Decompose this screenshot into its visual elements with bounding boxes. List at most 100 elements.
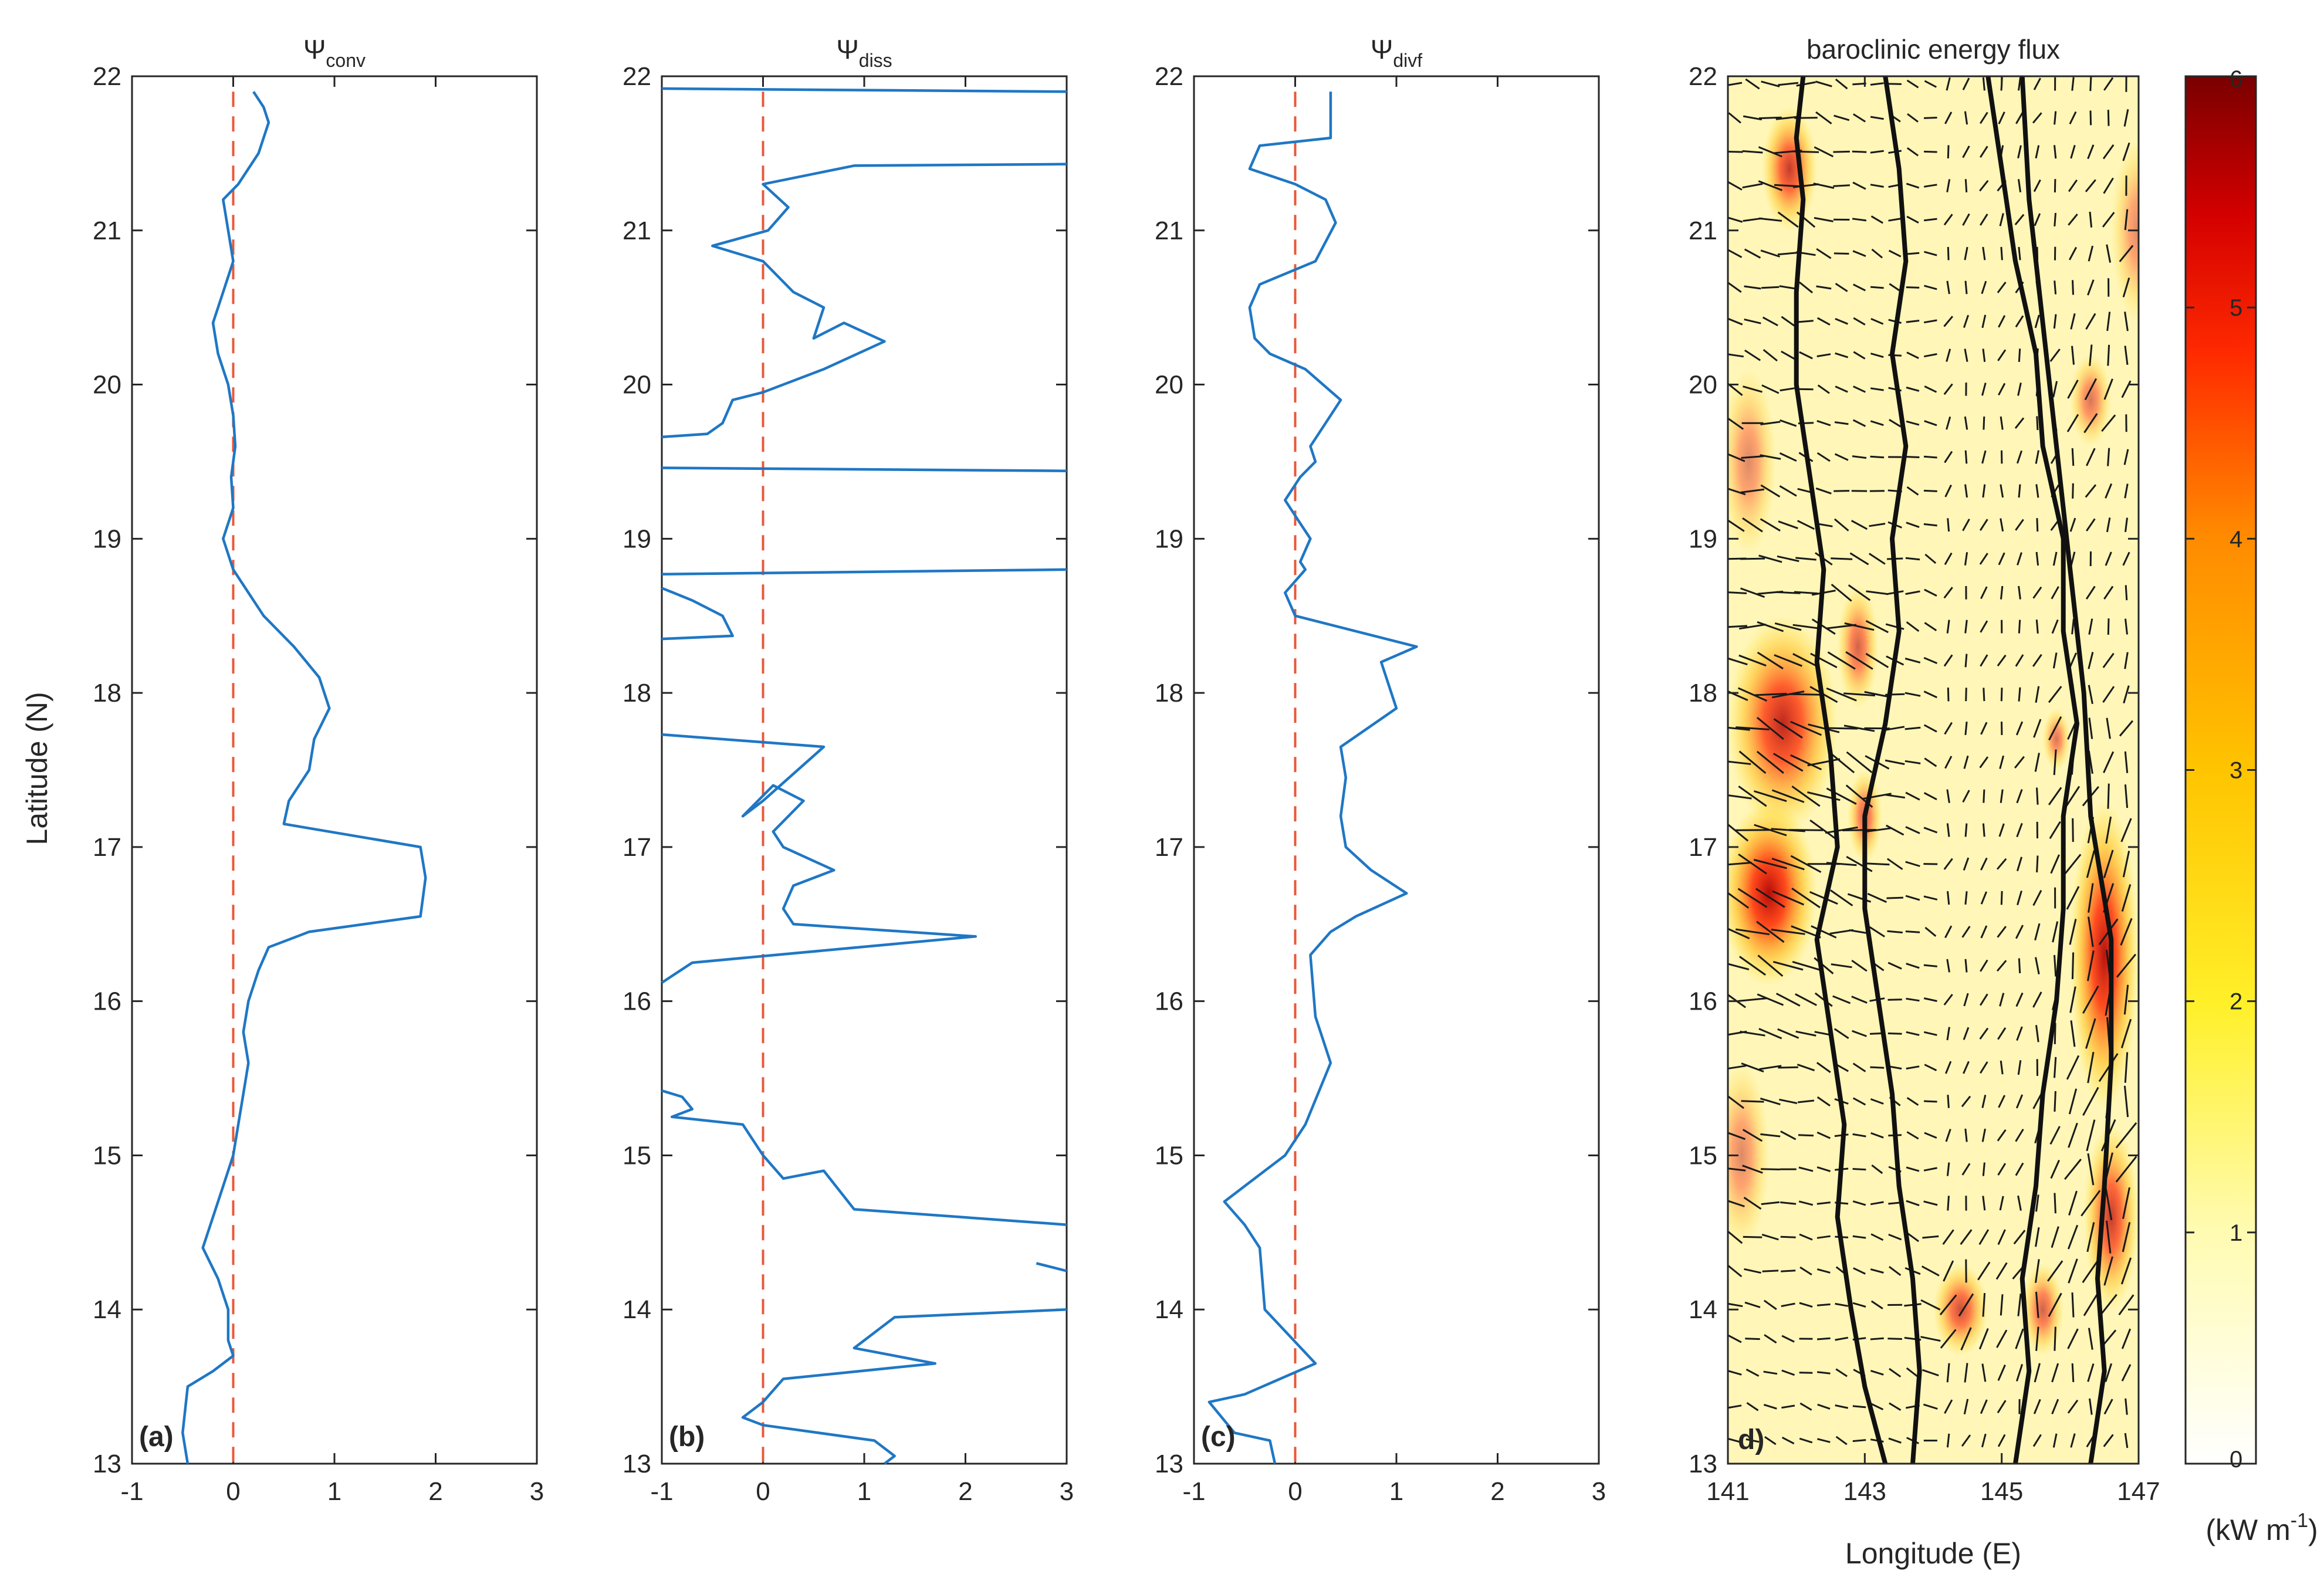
panel-d-flux-arrow bbox=[2018, 585, 2021, 600]
panel-d-flux-arrow bbox=[1980, 993, 1988, 1006]
panel-d-flux-arrow bbox=[2068, 214, 2078, 226]
panel-d-flux-arrow bbox=[1998, 552, 2005, 566]
panel-d-flux-arrow bbox=[1982, 77, 1985, 91]
colorbar-tick-label: 3 bbox=[2230, 758, 2242, 784]
panel-d-flux-arrow bbox=[1944, 1399, 1953, 1414]
panel-d-flux-arrow bbox=[2116, 953, 2137, 978]
panel-d-flux-arrow bbox=[2054, 1057, 2057, 1078]
panel-b-series-line bbox=[661, 587, 734, 641]
panel-d-flux-arrow bbox=[1962, 77, 1970, 90]
panel-d-flux-arrow bbox=[1760, 1097, 1781, 1106]
panel-d-flux-arrow bbox=[1980, 925, 1988, 939]
panel-d-flux-arrow bbox=[2123, 449, 2129, 465]
panel-b-ytick-label: 16 bbox=[623, 987, 651, 1016]
panel-d-flux-arrow bbox=[1852, 1097, 1866, 1106]
panel-d-flux-arrow bbox=[1789, 693, 1822, 696]
panel-d-flux-arrow bbox=[2049, 348, 2061, 363]
panel-d-flux-arrow bbox=[1816, 1096, 1831, 1107]
panel-d-flux-arrow bbox=[1728, 282, 1742, 293]
panel-d-flux-arrow bbox=[2054, 280, 2057, 294]
panel-d-flux-arrow bbox=[1904, 726, 1921, 730]
panel-d-flux-arrow bbox=[1946, 1363, 1950, 1383]
panel-d-flux-arrow bbox=[2124, 784, 2129, 808]
panel-d-flux-arrow bbox=[1964, 416, 1968, 430]
panel-a-xtick-label: 2 bbox=[428, 1477, 442, 1506]
panel-d-flux-arrow bbox=[1997, 349, 2007, 361]
panel-d-flux-arrow bbox=[2017, 179, 2022, 192]
panel-d-flux-arrow bbox=[2122, 551, 2130, 566]
panel-d-flux-arrow bbox=[2122, 142, 2130, 161]
panel-a-ytick-labels: 13 14 15 16 17 18 19 20 21 22 bbox=[93, 62, 121, 1478]
colorbar-tick-labels: 0 1 2 3 4 5 6 bbox=[2230, 66, 2242, 1472]
panel-b-ytick-labels: 13 14 15 16 17 18 19 20 21 22 bbox=[623, 62, 651, 1478]
panel-d-flux-arrow bbox=[1744, 349, 1761, 361]
panel-d-flux-arrow bbox=[1744, 285, 1761, 290]
panel-d-flux-arrow bbox=[1870, 387, 1884, 391]
panel-d-flux-arrow bbox=[1843, 725, 1875, 732]
panel-d-flux-arrow bbox=[1728, 963, 1750, 971]
panel-d-flux-arrow bbox=[2071, 1292, 2075, 1318]
panel-d-flux-arrow bbox=[1924, 553, 1937, 564]
panel-d-flux-arrow bbox=[1904, 658, 1921, 663]
panel-d-flux-arrow bbox=[1906, 1232, 1919, 1243]
panel-d-flux-arrow bbox=[2122, 1187, 2130, 1220]
panel-d-flux-arrow bbox=[1888, 1234, 1902, 1241]
panel-c-xtick-label: 0 bbox=[1288, 1477, 1302, 1506]
panel-d-flux-arrow bbox=[1907, 113, 1919, 123]
panel-d-flux-arrow bbox=[1816, 1201, 1831, 1205]
panel-d-flux-arrow bbox=[2102, 212, 2115, 228]
panel-d-flux-arrow bbox=[1852, 181, 1866, 190]
panel-d-flux-arrow bbox=[1774, 622, 1802, 631]
panel-d-flux-arrow bbox=[2068, 246, 2078, 260]
panel-d-flux-arrow bbox=[1980, 857, 1988, 871]
panel-d-flux-arrow bbox=[1816, 1337, 1831, 1340]
panel-d-flux-arrow bbox=[1764, 1436, 1777, 1445]
panel-d-flux-arrow bbox=[1728, 82, 1743, 86]
panel-d-flux-arrow bbox=[2086, 1222, 2095, 1252]
panel-d-flux-arrow bbox=[1996, 858, 2007, 870]
panel-d-flux-arrow bbox=[1885, 824, 1904, 836]
panel-d-flux-arrow bbox=[1981, 1095, 1987, 1108]
panel-d-flux-arrow bbox=[1744, 318, 1761, 324]
panel-d-flux-arrow bbox=[2124, 312, 2129, 331]
panel-d-flux-arrow bbox=[1871, 1164, 1883, 1174]
panel-d-flux-arrow bbox=[1924, 80, 1937, 88]
panel-d-flux-arrow bbox=[1922, 1369, 1939, 1377]
panel-d-flux-arrow bbox=[1740, 557, 1765, 560]
panel-d-flux-arrow bbox=[1963, 857, 1970, 871]
panel-d-flux-arrow bbox=[2018, 77, 2021, 91]
panel-d-flux-arrow bbox=[1997, 1365, 2006, 1381]
panel-d-flux-arrow bbox=[2052, 921, 2059, 943]
panel-d-hotspot bbox=[1728, 801, 1817, 986]
panel-d-flux-arrow bbox=[1799, 351, 1813, 360]
panel-d-flux-arrow bbox=[2121, 1364, 2132, 1382]
panel-d-flux-arrow bbox=[2035, 484, 2039, 498]
panel-d-ytick-label: 16 bbox=[1689, 987, 1717, 1016]
panel-d-flux-arrow bbox=[1870, 1268, 1884, 1274]
panel-b-xtick-labels: -1 0 1 2 3 bbox=[650, 1477, 1074, 1506]
panel-b-series-line bbox=[741, 1308, 1067, 1465]
panel-d-flux-arrow bbox=[1853, 351, 1866, 360]
panel-d-flux-arrow bbox=[2036, 416, 2039, 431]
panel-d-flux-arrow bbox=[1923, 827, 1938, 834]
panel-d-flux-arrow bbox=[1961, 1095, 1971, 1108]
panel-d-flux-arrow bbox=[2036, 787, 2039, 805]
panel-d-flux-arrow bbox=[2103, 751, 2115, 773]
panel-d-flux-arrow bbox=[2050, 854, 2060, 874]
panel-d-flux-arrow bbox=[2086, 950, 2095, 981]
panel-d-flux-arrow bbox=[2088, 652, 2094, 669]
panel-d-flux-arrow bbox=[2103, 378, 2113, 400]
panel-d-flux-arrow bbox=[2049, 1126, 2061, 1145]
panel-c-frame bbox=[1193, 75, 1600, 1465]
panel-d-flux-arrow bbox=[1924, 757, 1937, 767]
panel-d-flux-arrow bbox=[1779, 1098, 1798, 1105]
panel-d-flux-arrow bbox=[1753, 859, 1787, 869]
panel-d-xtick-labels: 141 143 145 147 bbox=[1706, 1477, 2160, 1506]
panel-d-flux-arrow bbox=[1871, 248, 1883, 259]
panel-d-flux-arrow bbox=[1757, 993, 1784, 1006]
panel-d-flux-arrow bbox=[1781, 1302, 1795, 1308]
panel-d-flux-arrow bbox=[2125, 618, 2128, 635]
panel-d-flux-arrow bbox=[1796, 81, 1816, 87]
panel-d-flux-arrow bbox=[2087, 1363, 2095, 1382]
panel-d-flux-arrow bbox=[1870, 1233, 1884, 1241]
